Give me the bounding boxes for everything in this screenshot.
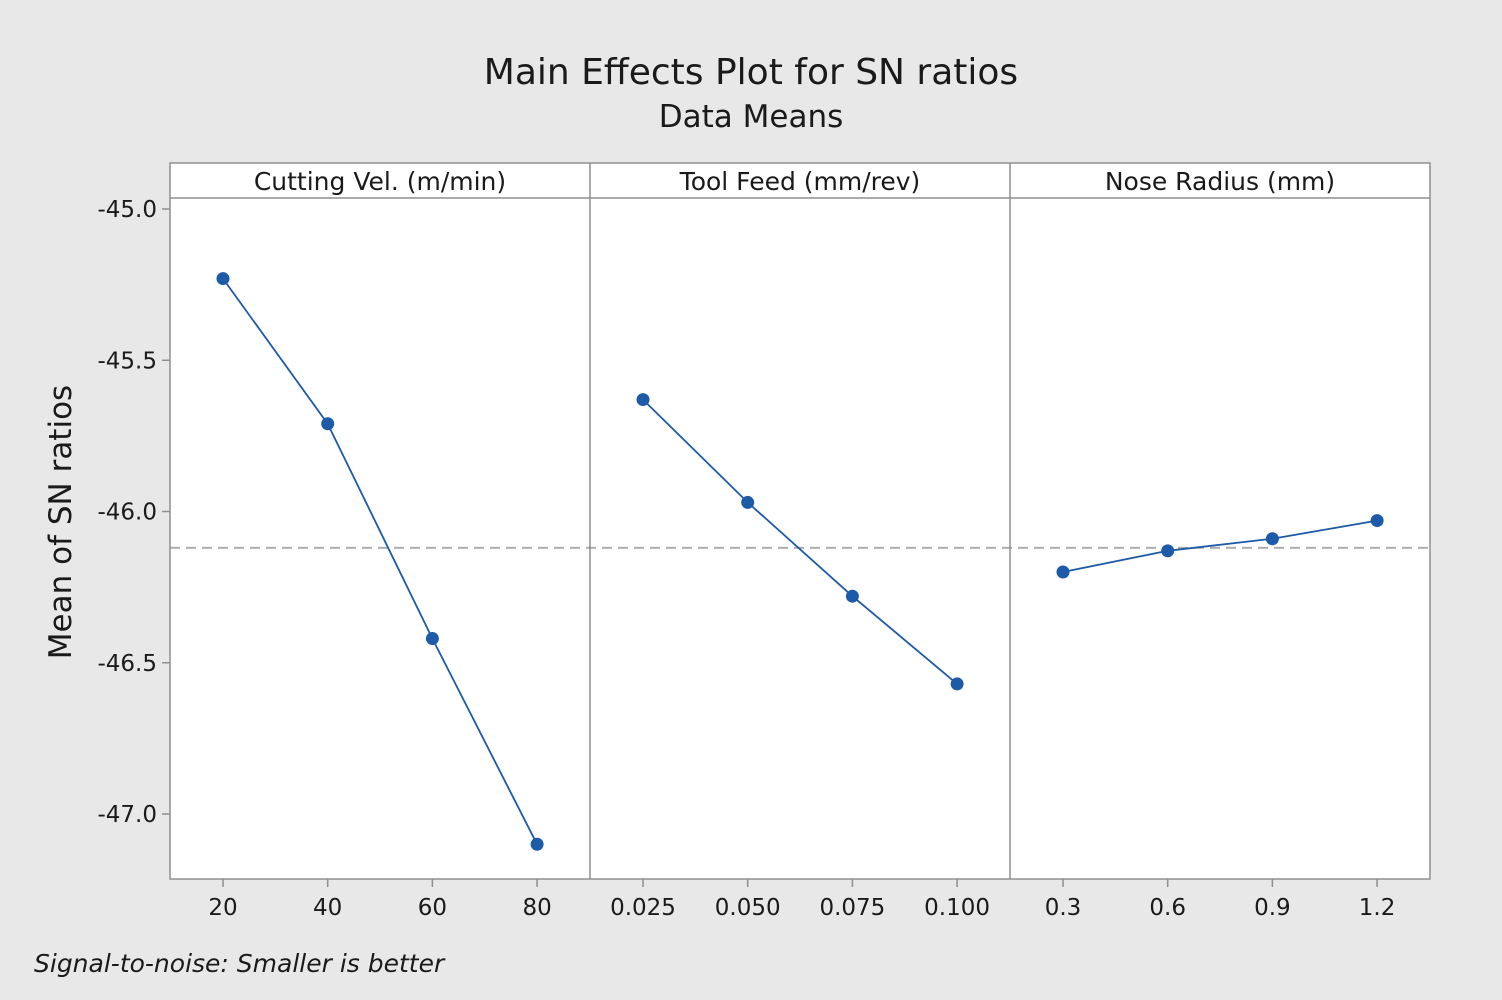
y-tick-label: -46.5 bbox=[97, 651, 157, 677]
plot-background bbox=[170, 163, 1430, 879]
x-tick-label: 40 bbox=[313, 895, 342, 921]
plot-frame bbox=[169, 162, 1431, 880]
y-tick-label: -46.0 bbox=[97, 500, 157, 526]
data-point bbox=[1370, 514, 1384, 528]
series-line bbox=[222, 278, 538, 845]
data-point bbox=[845, 589, 859, 603]
panel-label: Tool Feed (mm/rev) bbox=[679, 167, 921, 196]
panel-label: Cutting Vel. (m/min) bbox=[254, 167, 506, 196]
data-point bbox=[216, 272, 230, 286]
chart-subtitle: Data Means bbox=[659, 99, 844, 135]
series-line bbox=[642, 398, 958, 685]
plot-area: -45.0 -45.5 -46.0 -46.5 -47.0 Cutting Vel. (m… bbox=[97, 162, 1431, 921]
x-tick-label: 0.100 bbox=[924, 895, 990, 921]
x-tick-label: 0.075 bbox=[819, 895, 885, 921]
data-point bbox=[1056, 565, 1070, 579]
data-point bbox=[1265, 532, 1279, 546]
x-tick-label: 0.9 bbox=[1254, 895, 1291, 921]
y-tick-label: -45.0 bbox=[97, 197, 157, 223]
data-point bbox=[1161, 544, 1175, 558]
data-point bbox=[530, 837, 544, 851]
x-tick-label: 0.050 bbox=[715, 895, 781, 921]
x-tick-label: 0.6 bbox=[1149, 895, 1186, 921]
x-tick-label: 80 bbox=[522, 895, 551, 921]
footnote: Signal-to-noise: Smaller is better bbox=[34, 949, 446, 978]
x-tick-label: 0.3 bbox=[1045, 895, 1082, 921]
data-point bbox=[425, 632, 439, 646]
data-point bbox=[950, 677, 964, 691]
series-line bbox=[1062, 519, 1378, 573]
y-tick-label: -45.5 bbox=[97, 348, 157, 374]
x-tick-label: 20 bbox=[208, 895, 237, 921]
x-tick-label: 60 bbox=[418, 895, 447, 921]
data-point bbox=[321, 417, 335, 431]
y-axis-label: Mean of SN ratios bbox=[43, 385, 79, 659]
x-tick-label: 0.025 bbox=[610, 895, 676, 921]
data-point bbox=[741, 495, 755, 509]
chart-title: Main Effects Plot for SN ratios bbox=[484, 52, 1018, 93]
data-point bbox=[636, 393, 650, 407]
x-tick-label: 1.2 bbox=[1359, 895, 1396, 921]
y-tick-label: -47.0 bbox=[97, 802, 157, 828]
panel-label: Nose Radius (mm) bbox=[1105, 167, 1335, 196]
